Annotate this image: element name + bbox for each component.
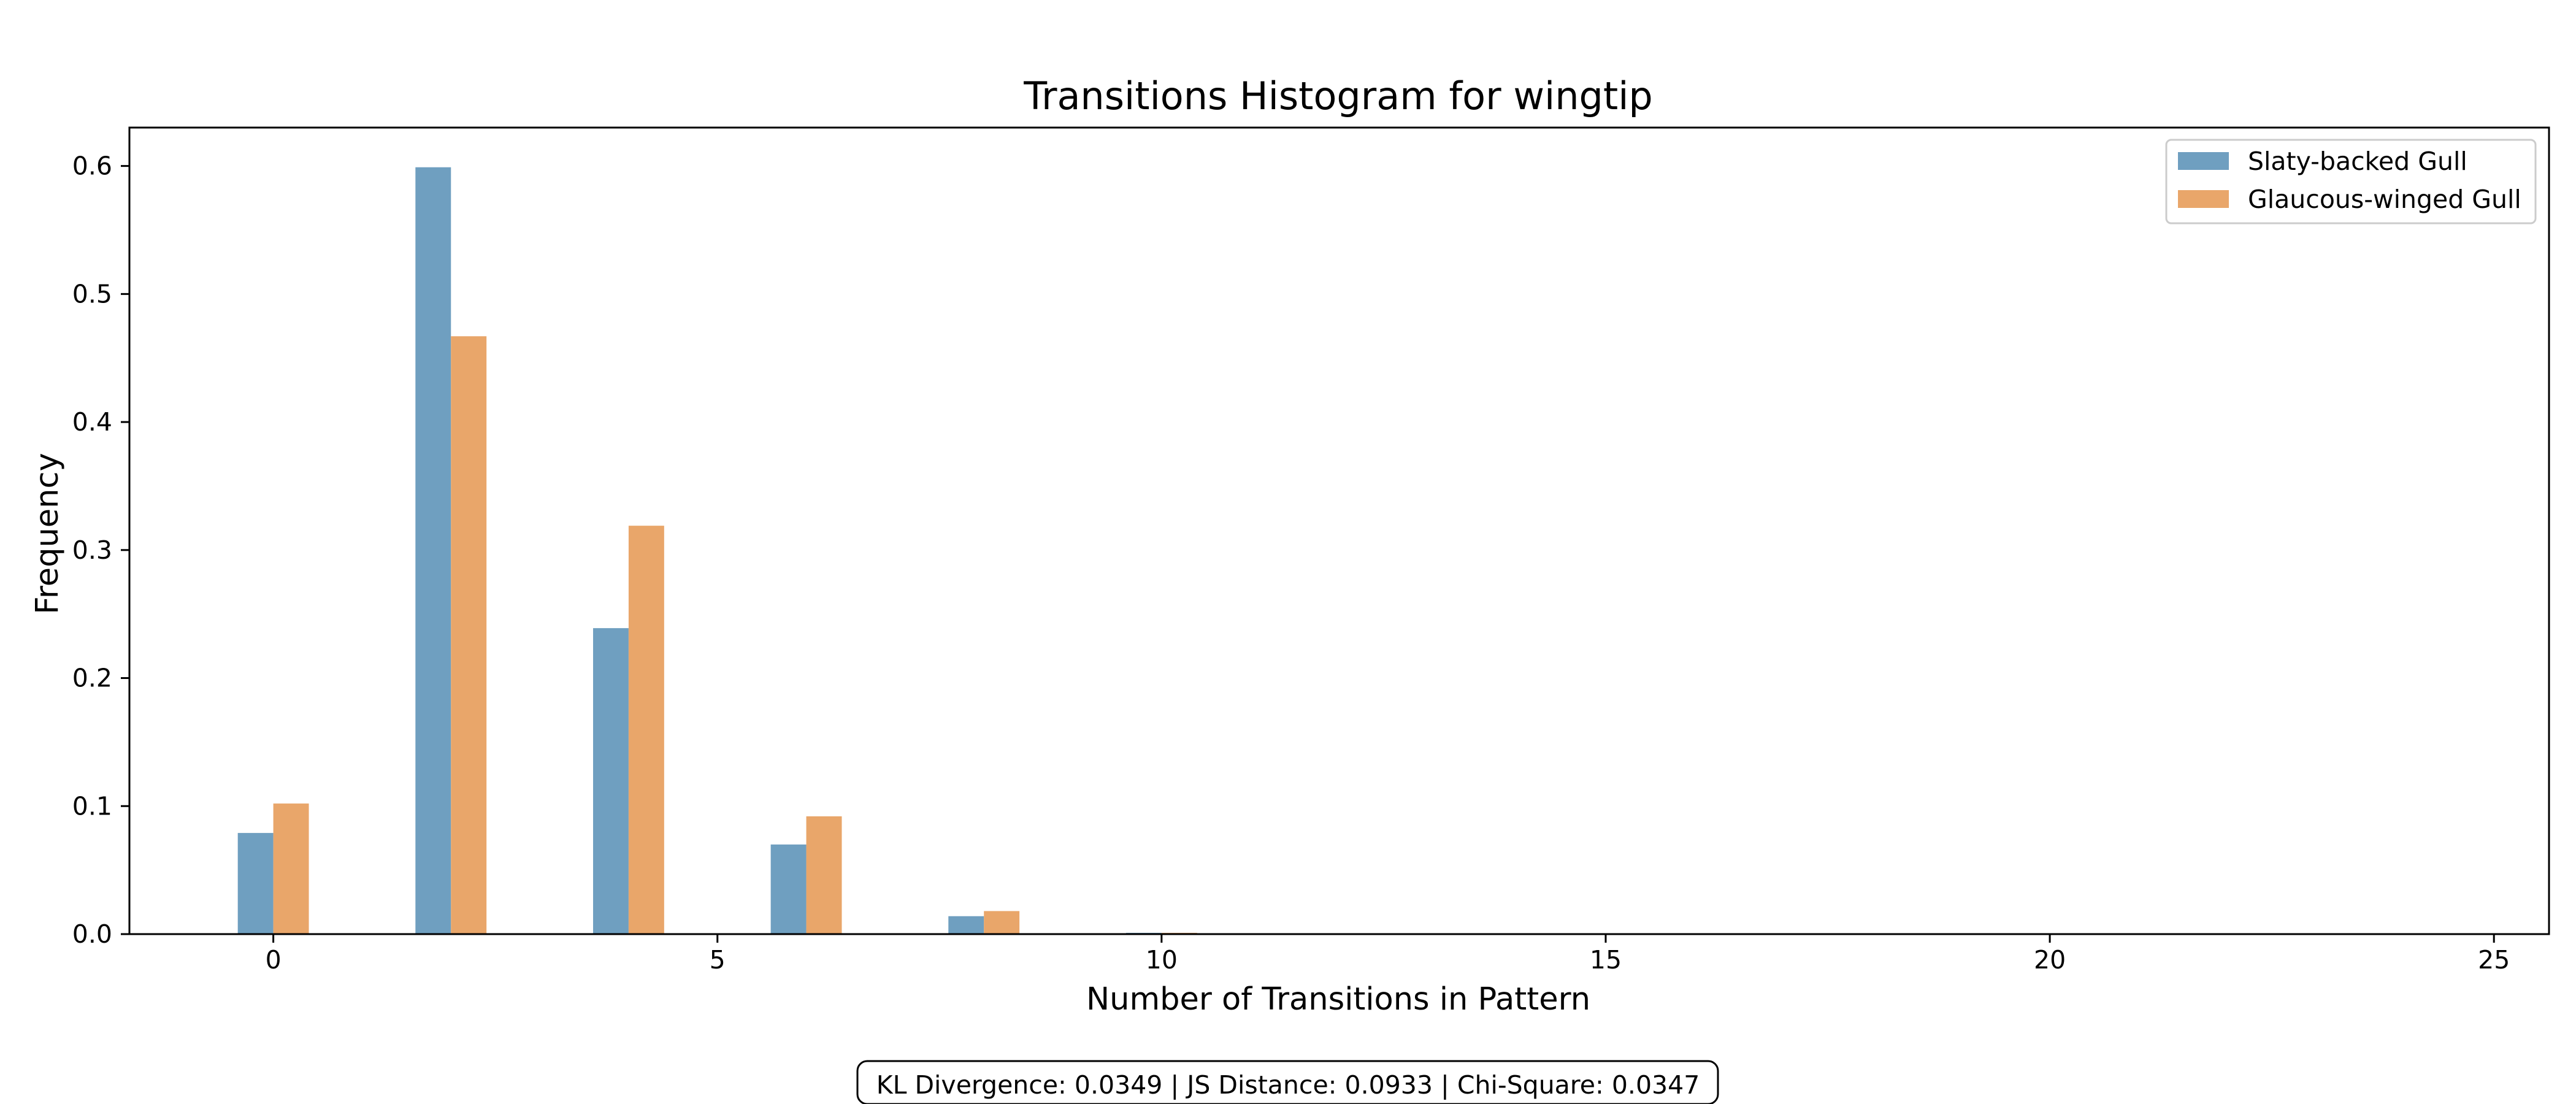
bar-slaty-backed-gull-4 bbox=[592, 628, 629, 934]
y-tick-label-0.0: 0.0 bbox=[72, 919, 112, 949]
stats-box bbox=[856, 1060, 1719, 1104]
stats-text: KL Divergence: 0.0349 | JS Distance: 0.0… bbox=[876, 1070, 1700, 1100]
bar-glaucous-winged-gull-4 bbox=[628, 526, 664, 934]
bar-slaty-backed-gull-6 bbox=[770, 844, 807, 934]
x-tick-label-0: 0 bbox=[266, 945, 282, 975]
legend-label-slaty-backed-gull: Slaty-backed Gull bbox=[2248, 147, 2467, 176]
bar-glaucous-winged-gull-2 bbox=[451, 336, 487, 934]
bar-slaty-backed-gull-0 bbox=[237, 833, 274, 934]
stats-annotation: KL Divergence: 0.0349 | JS Distance: 0.0… bbox=[856, 1060, 1719, 1104]
x-tick-label-5: 5 bbox=[710, 945, 726, 975]
bar-slaty-backed-gull-8 bbox=[948, 916, 984, 934]
bar-slaty-backed-gull-2 bbox=[415, 167, 451, 935]
bar-glaucous-winged-gull-6 bbox=[806, 816, 842, 934]
y-tick-label-0.6: 0.6 bbox=[72, 151, 112, 181]
x-tick-label-10: 10 bbox=[1146, 945, 1178, 975]
bars-group bbox=[237, 167, 1197, 935]
x-axis-ticks: 0 5 10 15 20 25 bbox=[266, 934, 2510, 975]
y-tick-label-0.1: 0.1 bbox=[72, 791, 112, 821]
y-axis-ticks: 0.0 0.1 0.2 0.3 0.4 0.5 0.6 bbox=[72, 151, 129, 949]
x-tick-label-20: 20 bbox=[2034, 945, 2066, 975]
legend: Slaty-backed Gull Glaucous-winged Gull bbox=[2165, 139, 2537, 224]
y-tick-label-0.3: 0.3 bbox=[72, 535, 112, 565]
bar-glaucous-winged-gull-8 bbox=[984, 911, 1020, 934]
y-tick-label-0.4: 0.4 bbox=[72, 407, 112, 437]
x-tick-label-15: 15 bbox=[1590, 945, 1622, 975]
legend-label-glaucous-winged-gull: Glaucous-winged Gull bbox=[2248, 185, 2521, 214]
x-axis-label: Number of Transitions in Pattern bbox=[1086, 981, 1590, 1018]
y-tick-label-0.5: 0.5 bbox=[72, 279, 112, 309]
chart-title: Transitions Histogram for wingtip bbox=[1023, 74, 1653, 118]
legend-box bbox=[2165, 139, 2537, 224]
plot-area-frame bbox=[128, 126, 2550, 935]
legend-swatch-slaty-backed-gull bbox=[2178, 152, 2229, 170]
y-tick-label-0.2: 0.2 bbox=[72, 664, 112, 693]
x-tick-label-25: 25 bbox=[2478, 945, 2510, 975]
y-axis-label: Frequency bbox=[29, 453, 66, 614]
bar-glaucous-winged-gull-0 bbox=[273, 803, 309, 934]
legend-swatch-glaucous-winged-gull bbox=[2178, 190, 2229, 208]
